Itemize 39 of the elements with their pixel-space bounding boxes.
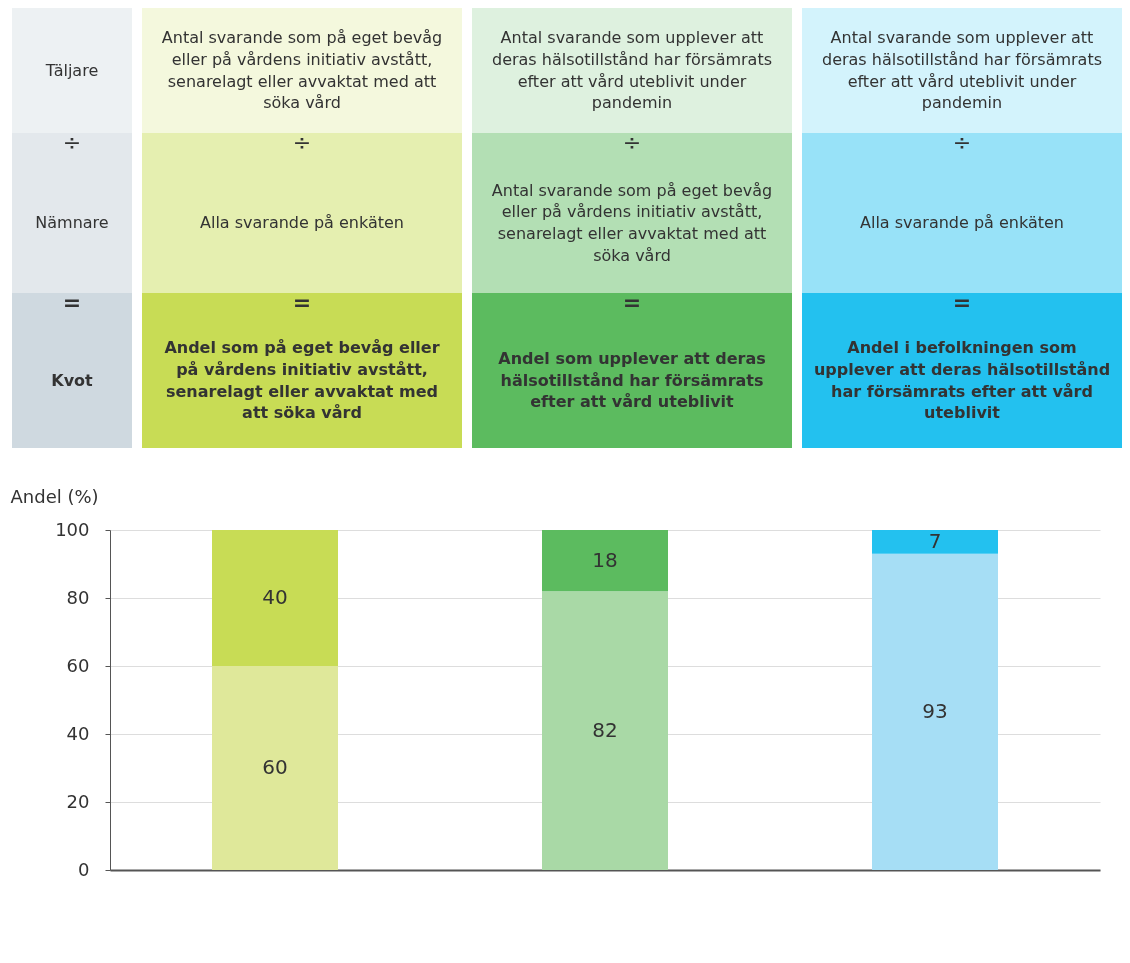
text: Andel i befolkningen som upplever att deras hälsotillstånd har försämrats efter att vård uteblivit <box>813 338 1111 423</box>
y-tick-label: 80 <box>66 586 90 608</box>
text: Antal svarande som upplever att deras hälsotillstånd har försämrats efter att vård uteblivit under pandemin <box>491 28 773 113</box>
y-tick-label: 60 <box>66 654 90 676</box>
y-tick-label: 100 <box>55 518 90 540</box>
text: = <box>472 290 792 316</box>
data-label: 40 <box>262 585 288 609</box>
bar <box>212 666 338 870</box>
data-label: 82 <box>592 717 618 742</box>
text: Alla svarande på enkäten <box>199 213 405 233</box>
text: Alla svarande på enkäten <box>859 213 1065 233</box>
text: Antal svarande som på eget bevåg eller på vårdens initiativ avstått, senarelagt eller avvaktat med att söka vård <box>161 28 443 113</box>
text: = <box>142 290 462 316</box>
text: = <box>802 290 1122 316</box>
text: Nämnare <box>35 213 109 233</box>
bar <box>872 553 998 870</box>
y-tick-label: 20 <box>66 790 90 812</box>
bar <box>872 530 998 554</box>
bar <box>212 530 338 666</box>
text: Antal svarande som på eget bevåg eller på vårdens initiativ avstått, senarelagt eller avvaktat med att söka vård <box>491 180 773 265</box>
bar <box>542 591 668 870</box>
y-tick-label: 0 <box>78 858 90 880</box>
text: Andel som upplever att deras hälsotillstånd har försämrats efter att vård uteblivit <box>498 349 766 412</box>
bar <box>542 530 668 592</box>
text: Andel som på eget bevåg eller på vårdens initiativ avstått, senarelagt eller avvaktat med att söka vård <box>164 338 440 423</box>
text: Täljare <box>45 60 99 80</box>
text: = <box>12 290 132 316</box>
data-label: 93 <box>922 698 948 723</box>
text: ÷ <box>472 130 792 156</box>
data-label: 18 <box>592 547 618 572</box>
data-label: 60 <box>262 755 288 779</box>
text: ÷ <box>12 130 132 156</box>
y-axis-title: Andel (%) <box>10 485 99 507</box>
data-label: 7 <box>928 528 942 553</box>
y-tick-label: 40 <box>66 722 90 744</box>
text: ÷ <box>802 130 1122 156</box>
text: Kvot <box>51 370 93 390</box>
text: ÷ <box>142 130 462 156</box>
text: Antal svarande som upplever att deras hälsotillstånd har försämrats efter att vård uteblivit under pandemin <box>821 28 1103 113</box>
